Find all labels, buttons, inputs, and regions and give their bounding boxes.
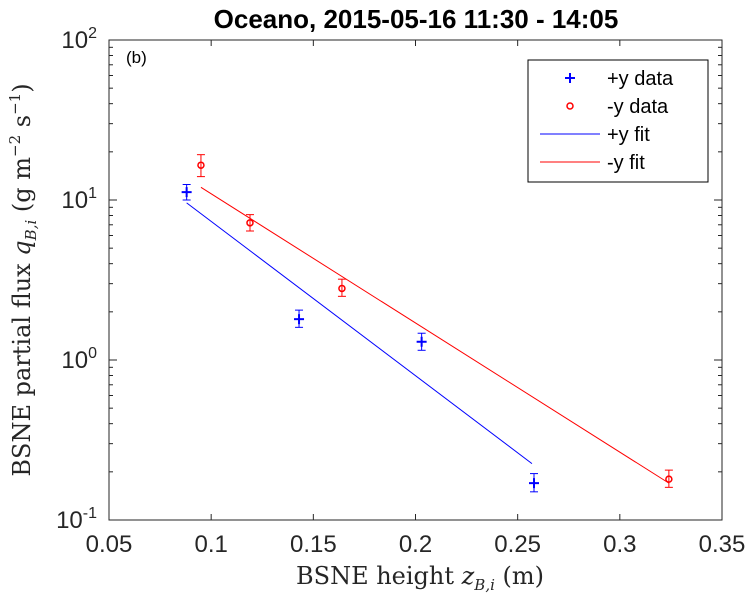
- minus-data-point: [245, 214, 254, 232]
- legend-item: +y fit: [540, 124, 650, 146]
- legend: +y data -y data +y fit -y fit: [527, 59, 709, 183]
- chart-title: Oceano, 2015-05-16 11:30 - 14:05: [214, 4, 619, 34]
- panel-label: (b): [126, 48, 147, 67]
- circle-marker: [665, 475, 673, 483]
- circle-marker: [338, 284, 346, 293]
- fit-lines: [186, 186, 670, 484]
- x-tick-label: 0.2: [399, 531, 432, 558]
- legend-label: +y fit: [607, 124, 650, 146]
- fit-line: [200, 186, 670, 484]
- x-axis-label: BSNE height zB,i (m): [296, 562, 544, 594]
- minus-data-point: [337, 278, 346, 297]
- plus-data-point: [181, 183, 192, 201]
- x-tick-label: 0.05: [86, 531, 133, 558]
- y-tick-label: 10-1: [56, 505, 97, 534]
- plus-data-point: [294, 309, 305, 328]
- y-tick-label: 101: [61, 185, 97, 214]
- x-tick-label: 0.35: [699, 531, 746, 558]
- legend-item: -y data: [566, 96, 669, 118]
- data-points: [181, 154, 673, 493]
- x-tick-label: 0.3: [603, 531, 636, 558]
- y-axis-label: BSNE partial flux qB,i (g m−2 s−1): [6, 83, 40, 476]
- plus-data-point: [529, 473, 540, 493]
- x-tick-label: 0.25: [494, 531, 541, 558]
- fit-line: [186, 202, 533, 465]
- legend-item: +y data: [565, 68, 674, 90]
- circle-marker: [246, 219, 254, 227]
- legend-item: -y fit: [540, 152, 645, 174]
- y-tick-label: 100: [61, 345, 97, 374]
- plus-data-point: [416, 332, 427, 351]
- axis-ticks: 0.05 0.1 0.15 0.2 0.25 0.3 0.35 10-1 100 101 102: [56, 25, 745, 558]
- legend-circle-swatch: [566, 102, 574, 110]
- minus-data-point: [196, 154, 205, 178]
- legend-items: +y data -y data +y fit -y fit: [540, 68, 674, 174]
- x-tick-label: 0.1: [194, 531, 227, 558]
- x-tick-label: 0.15: [290, 531, 337, 558]
- legend-label: -y fit: [607, 152, 645, 174]
- y-tick-label: 102: [61, 25, 97, 54]
- minus-data-point: [664, 469, 673, 488]
- circle-marker: [197, 161, 205, 169]
- legend-label: +y data: [607, 68, 674, 90]
- legend-label: -y data: [607, 96, 669, 118]
